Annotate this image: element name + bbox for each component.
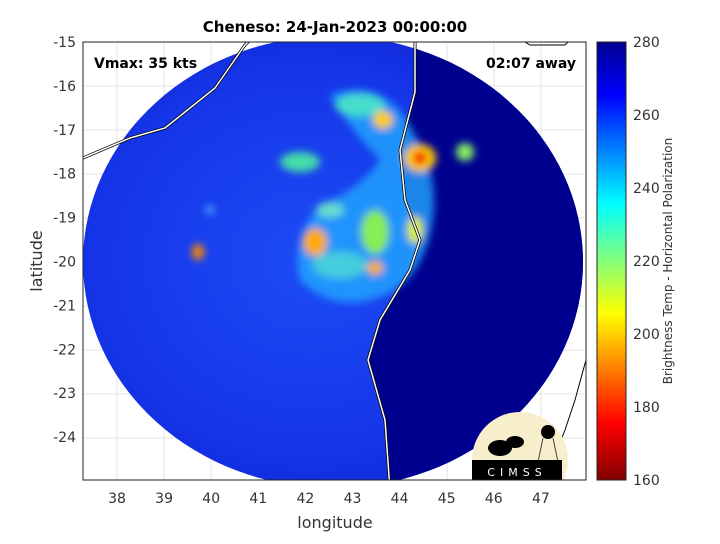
plot-title: Cheneso: 24-Jan-2023 00:00:00 [203, 18, 467, 36]
colorbar-tick-label: 280 [633, 35, 660, 51]
colorbar [596, 41, 627, 481]
x-tick-labels: 38 39 40 41 42 43 44 45 46 47 [108, 491, 550, 507]
y-tick-label: -19 [53, 211, 76, 227]
y-tick-label: -16 [53, 79, 76, 95]
x-tick-label: 39 [155, 491, 173, 507]
svg-text:CIMSS: CIMSS [487, 466, 546, 479]
colorbar-tick-label: 220 [633, 254, 660, 270]
x-tick-label: 38 [108, 491, 126, 507]
colorbar-tick-label: 200 [633, 327, 660, 343]
time-away-label: 02:07 away [486, 56, 576, 72]
y-tick-label: -22 [53, 342, 76, 358]
colorbar-tick-label: 160 [633, 473, 660, 489]
coastline [83, 42, 421, 480]
x-tick-label: 46 [485, 491, 503, 507]
y-tick-labels: -15 -16 -17 -18 -19 -20 -21 -22 -23 -24 [53, 35, 76, 446]
y-tick-label: -21 [53, 298, 76, 314]
y-tick-label: -23 [53, 386, 76, 402]
y-tick-label: -24 [53, 430, 76, 446]
x-axis-label: longitude [297, 513, 372, 532]
x-tick-label: 47 [532, 491, 550, 507]
x-tick-label: 43 [344, 491, 362, 507]
y-tick-label: -20 [53, 255, 76, 271]
y-tick-label: -15 [53, 35, 76, 51]
colorbar-tick-label: 240 [633, 181, 660, 197]
x-tick-label: 41 [249, 491, 267, 507]
x-tick-label: 40 [202, 491, 220, 507]
x-tick-label: 44 [391, 491, 409, 507]
vmax-label: Vmax: 35 kts [94, 56, 197, 72]
colorbar-tick-label: 260 [633, 108, 660, 124]
colorbar-label: Brightness Temp - Horizontal Polarizatio… [661, 138, 675, 385]
colorbar-tick-labels: 280 260 240 220 200 180 160 [633, 35, 660, 489]
cimss-logo: CIMSS [472, 412, 568, 480]
y-axis-label: latitude [27, 230, 46, 291]
x-tick-label: 42 [296, 491, 314, 507]
convection-features [192, 90, 474, 303]
y-tick-label: -18 [53, 167, 76, 183]
brightness-temp-image [83, 42, 583, 480]
y-tick-label: -17 [53, 123, 76, 139]
colorbar-tick-label: 180 [633, 400, 660, 416]
x-tick-label: 45 [438, 491, 456, 507]
